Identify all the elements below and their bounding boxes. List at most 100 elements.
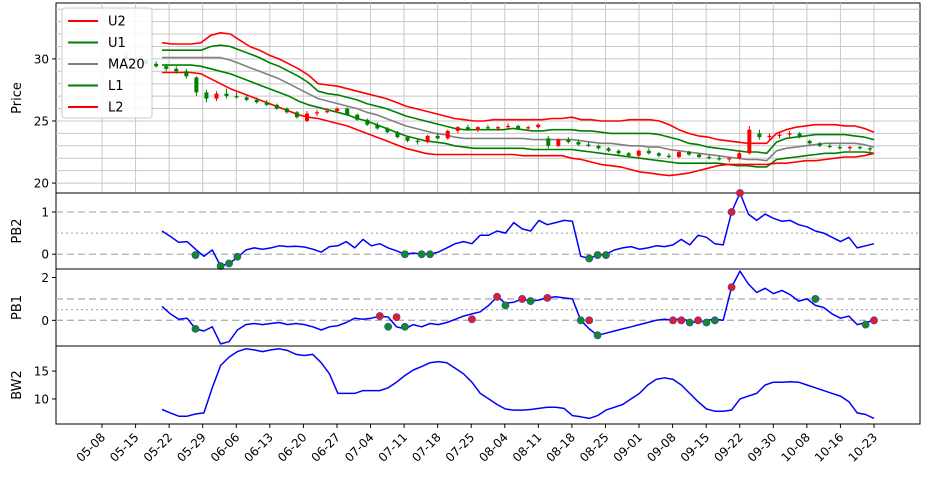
price-candles — [124, 53, 872, 162]
x-tick-label: 07-04 — [342, 430, 377, 465]
legend-box — [61, 7, 153, 119]
candle-body — [707, 156, 712, 159]
x-tick-label: 08-18 — [543, 430, 578, 465]
signal-down-marker — [191, 324, 200, 333]
signal-down-marker — [426, 250, 434, 259]
x-tick-label: 07-25 — [443, 430, 478, 465]
candle-body — [244, 97, 249, 100]
signal-up-marker — [870, 316, 878, 325]
candle-body — [325, 111, 330, 113]
x-tick-label: 07-11 — [376, 430, 411, 465]
x-tick-label: 08-25 — [577, 430, 612, 465]
band-line-l1 — [162, 64, 875, 168]
signal-down-marker — [710, 316, 719, 325]
bw2-y-ticks: 10 15 — [34, 365, 56, 406]
x-tick-label: 09-22 — [711, 430, 746, 465]
candle-body — [465, 127, 470, 130]
y-tick-label: 1 — [41, 206, 49, 220]
candle-body — [174, 68, 179, 72]
candle-body — [857, 147, 862, 149]
price-series — [161, 31, 875, 177]
y-tick-label: 0 — [41, 314, 49, 328]
candle-body — [747, 129, 752, 154]
pb2-y-label: PB2 — [10, 218, 25, 243]
candle-body — [666, 155, 671, 157]
candle-body — [485, 127, 490, 129]
candle-body — [817, 143, 822, 146]
pb2-series — [161, 189, 875, 270]
candle-body — [395, 132, 400, 138]
signal-down-marker — [216, 262, 225, 270]
candle-body — [787, 133, 792, 135]
signal-up-marker — [727, 208, 736, 216]
candle-body — [777, 134, 782, 136]
candle-body — [184, 71, 189, 77]
price-grid — [56, 3, 920, 193]
y-tick-label: 0 — [41, 248, 49, 262]
x-tick-label: 05-15 — [107, 430, 142, 465]
signal-down-marker — [401, 250, 409, 259]
candle-body — [435, 135, 440, 139]
legend-label: U2 — [108, 15, 126, 30]
x-tick-label: 07-18 — [409, 430, 444, 465]
candle-body — [556, 139, 561, 146]
candle-body — [837, 147, 842, 149]
candle-body — [455, 127, 460, 131]
candle-body — [737, 153, 742, 159]
pb2-panel: 0 1 PB2 — [10, 189, 921, 270]
candle-body — [385, 128, 390, 133]
y-tick-label: 20 — [34, 177, 49, 191]
candle-body — [234, 96, 239, 98]
signal-down-marker — [417, 250, 426, 259]
signal-up-marker — [375, 312, 384, 320]
pb1-y-label: PB1 — [10, 295, 25, 320]
signal-up-marker — [669, 316, 677, 325]
candle-body — [536, 124, 541, 128]
candle-body — [496, 127, 500, 129]
signal-up-marker — [493, 292, 501, 301]
candle-body — [194, 77, 199, 93]
pb2-line — [161, 192, 875, 267]
candle-body — [636, 150, 641, 156]
x-tick-label: 09-15 — [678, 430, 713, 465]
candle-body — [656, 153, 661, 156]
pb2-reference-lines — [56, 211, 920, 255]
x-tick-label: 09-30 — [745, 430, 780, 465]
x-tick-label: 05-29 — [174, 430, 209, 465]
candle-body — [335, 108, 340, 112]
legend-label: U1 — [108, 36, 126, 51]
candle-body — [154, 63, 159, 67]
y-tick-label: 10 — [34, 392, 49, 406]
signal-down-marker — [685, 318, 694, 327]
x-tick-label: 06-06 — [208, 430, 243, 465]
x-tick-label: 06-27 — [309, 430, 344, 465]
signal-up-marker — [392, 313, 401, 322]
signal-down-marker — [233, 252, 242, 261]
candle-body — [676, 152, 681, 157]
candle-body — [445, 130, 450, 139]
signal-up-marker — [518, 295, 527, 303]
candle-body — [506, 125, 511, 128]
candle-body — [345, 108, 350, 115]
candle-body — [727, 158, 732, 160]
candle-body — [687, 152, 692, 155]
candle-body — [626, 153, 631, 156]
band-line-u2 — [161, 31, 875, 145]
x-tick-label: 08-04 — [476, 430, 511, 465]
candle-body — [586, 144, 591, 146]
signal-down-marker — [501, 301, 510, 310]
band-line-ma20 — [162, 56, 875, 162]
signal-up-marker — [677, 316, 686, 325]
x-tick-label: 08-11 — [510, 430, 545, 465]
signal-down-marker — [585, 254, 594, 263]
candle-body — [264, 102, 269, 105]
candle-body — [294, 112, 299, 118]
signal-down-marker — [811, 295, 820, 303]
bw2-line — [161, 348, 875, 420]
pb1-reference-lines — [56, 298, 920, 321]
candle-body — [847, 147, 852, 149]
x-tick-label: 10-16 — [812, 430, 847, 465]
signal-down-marker — [384, 322, 393, 331]
y-tick-label: 25 — [34, 114, 49, 128]
